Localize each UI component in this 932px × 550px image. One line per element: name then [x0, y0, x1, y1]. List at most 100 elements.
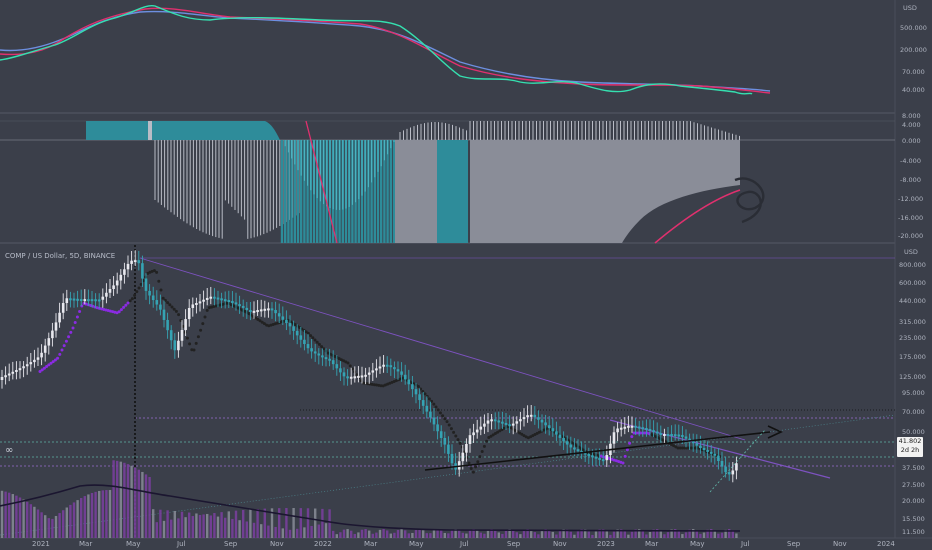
ma-dot	[225, 301, 229, 305]
candle-body	[191, 304, 195, 308]
candle-body	[421, 400, 425, 406]
main-price-scale[interactable]: USD 800.000 600.000 440.000 315.000 235.…	[899, 248, 926, 536]
candle-body	[90, 299, 94, 302]
volume-bar	[69, 504, 72, 538]
main-axis-tick: 37.500	[902, 464, 925, 472]
time-scale[interactable]: 2021 Mar May Jul Sep Nov 2022 Mar May Ju…	[32, 540, 895, 548]
ma-dot	[119, 308, 123, 312]
volume-bar	[598, 529, 601, 538]
candle-body	[443, 437, 447, 445]
ma-dot	[168, 303, 172, 307]
volume-bar	[234, 510, 238, 538]
price-panel[interactable]	[0, 245, 896, 538]
volume-bar	[346, 529, 349, 538]
candle-body	[119, 274, 123, 281]
candle-body	[184, 319, 187, 330]
top-green-line	[0, 4, 753, 95]
top-axis-tick: 500.000	[900, 24, 927, 32]
ma-dot	[166, 301, 170, 305]
volume-bar	[191, 516, 194, 538]
volume-bar	[4, 491, 7, 538]
candle-body	[335, 364, 339, 369]
x-axis-label: Mar	[645, 540, 658, 548]
candle-body	[252, 310, 256, 313]
volume-bar	[674, 529, 677, 538]
candle-body	[94, 299, 97, 302]
candle-body	[630, 425, 634, 428]
candle-body	[486, 420, 490, 424]
candle-body	[166, 319, 169, 331]
ma-dot	[522, 434, 526, 438]
volume-bar	[580, 529, 583, 538]
candle-body	[303, 339, 306, 345]
ma-dot	[133, 293, 137, 297]
candle-body	[155, 300, 159, 305]
candle-body	[195, 302, 198, 305]
top-price-scale[interactable]: USD 500.000 200.000 70.000 40.000	[900, 4, 927, 94]
mid-axis-tick: -8.000	[900, 176, 921, 184]
ma-dot	[159, 288, 163, 292]
ma-dot	[42, 366, 46, 370]
ma-dot	[199, 328, 203, 332]
candle-body	[547, 425, 551, 429]
candle-body	[130, 260, 133, 264]
main-axis-tick: 175.000	[899, 353, 926, 361]
candle-body	[504, 422, 508, 425]
volume-bar	[414, 530, 418, 538]
volume-bar	[29, 504, 32, 538]
volume-bar	[584, 529, 587, 538]
volume-bar	[713, 530, 716, 538]
ma-dot	[174, 309, 178, 313]
candle-body	[342, 372, 346, 377]
volume-bar	[710, 529, 713, 538]
ma-dot	[443, 417, 447, 421]
x-axis-label: May	[409, 540, 423, 548]
ma-dot	[130, 297, 134, 301]
volume-bar	[540, 530, 544, 538]
candle-body	[727, 472, 731, 475]
infinity-icon[interactable]: ∞	[5, 445, 14, 456]
main-axis-tick: 20.000	[902, 497, 925, 505]
volume-bar	[436, 529, 439, 538]
candle-body	[108, 289, 112, 293]
candle-body	[0, 376, 4, 380]
volume-bar	[231, 518, 234, 538]
candle-body	[18, 368, 22, 371]
candle-body	[148, 290, 151, 296]
ma-dot	[320, 345, 324, 349]
candle-body	[558, 434, 562, 438]
candle-body	[51, 330, 54, 339]
ma-dot	[471, 470, 475, 474]
candle-body	[313, 351, 317, 354]
candle-body	[429, 411, 432, 418]
ma-dot	[315, 340, 319, 344]
symbol-title[interactable]: COMP / US Dollar, 5D, BINANCE	[5, 252, 116, 260]
bar-countdown: 2d 2h	[900, 446, 920, 454]
volume-bar	[692, 529, 695, 538]
candle-body	[324, 357, 328, 360]
candle-body	[281, 316, 285, 320]
candle-body	[403, 374, 407, 380]
candle-body	[36, 357, 40, 360]
top-indicator-panel[interactable]	[0, 4, 771, 95]
watermark-squiggle-icon	[734, 177, 765, 224]
candle-body	[472, 432, 475, 436]
candle-body	[40, 352, 43, 358]
candle-body	[677, 434, 681, 437]
candle-body	[598, 457, 601, 460]
ma-dot	[379, 384, 383, 388]
volume-bar	[731, 530, 734, 538]
histogram-panel[interactable]	[0, 120, 895, 244]
volume-bar	[425, 533, 428, 538]
volume-bar	[213, 513, 216, 538]
candle-body	[11, 371, 15, 374]
volume-bar	[306, 508, 310, 538]
ma-dot	[375, 383, 379, 387]
volume-bar	[735, 533, 738, 538]
volume-bar	[404, 530, 407, 538]
mid-price-scale[interactable]: 8.000 4.000 0.000 -4.000 -8.000 -12.000 …	[898, 112, 923, 240]
ma-dot	[621, 461, 625, 465]
candle-body	[594, 456, 598, 459]
ma-dot	[322, 347, 326, 351]
